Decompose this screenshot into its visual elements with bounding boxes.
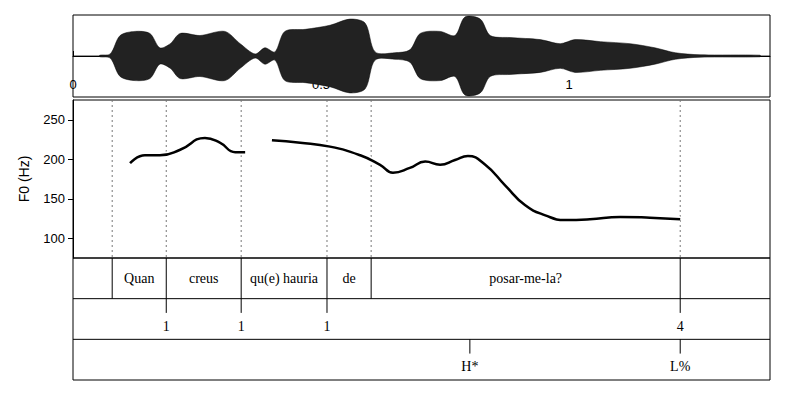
- svg-text:1: 1: [565, 77, 572, 92]
- svg-text:F0 (Hz): F0 (Hz): [16, 156, 32, 203]
- svg-text:creus: creus: [189, 271, 219, 286]
- svg-text:150: 150: [43, 191, 65, 206]
- svg-text:4: 4: [677, 319, 684, 334]
- svg-text:1: 1: [323, 319, 330, 334]
- svg-text:Quan: Quan: [124, 271, 154, 286]
- svg-text:L%: L%: [670, 359, 691, 374]
- svg-text:1: 1: [238, 319, 245, 334]
- svg-text:250: 250: [43, 112, 65, 127]
- svg-text:posar-me-la?: posar-me-la?: [489, 271, 562, 286]
- svg-text:H*: H*: [461, 359, 478, 374]
- svg-text:100: 100: [43, 231, 65, 246]
- svg-text:qu(e) hauria: qu(e) hauria: [250, 271, 319, 287]
- svg-text:de: de: [342, 271, 355, 286]
- svg-text:1: 1: [163, 319, 170, 334]
- svg-text:200: 200: [43, 152, 65, 167]
- svg-text:0: 0: [69, 77, 76, 92]
